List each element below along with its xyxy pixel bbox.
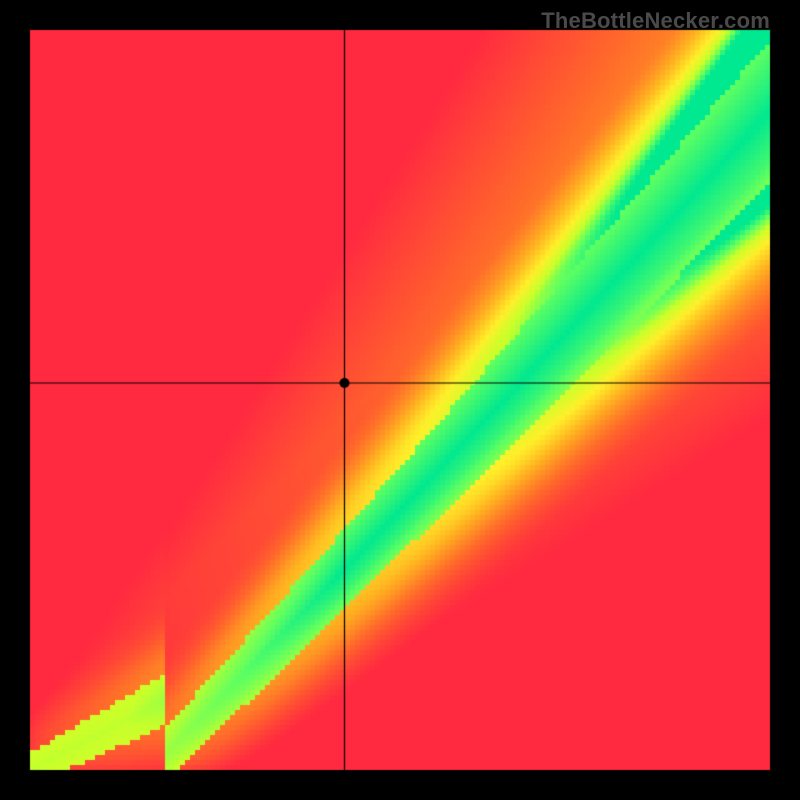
bottleneck-heatmap xyxy=(0,0,800,800)
chart-container: TheBottleNecker.com xyxy=(0,0,800,800)
watermark: TheBottleNecker.com xyxy=(541,8,770,34)
